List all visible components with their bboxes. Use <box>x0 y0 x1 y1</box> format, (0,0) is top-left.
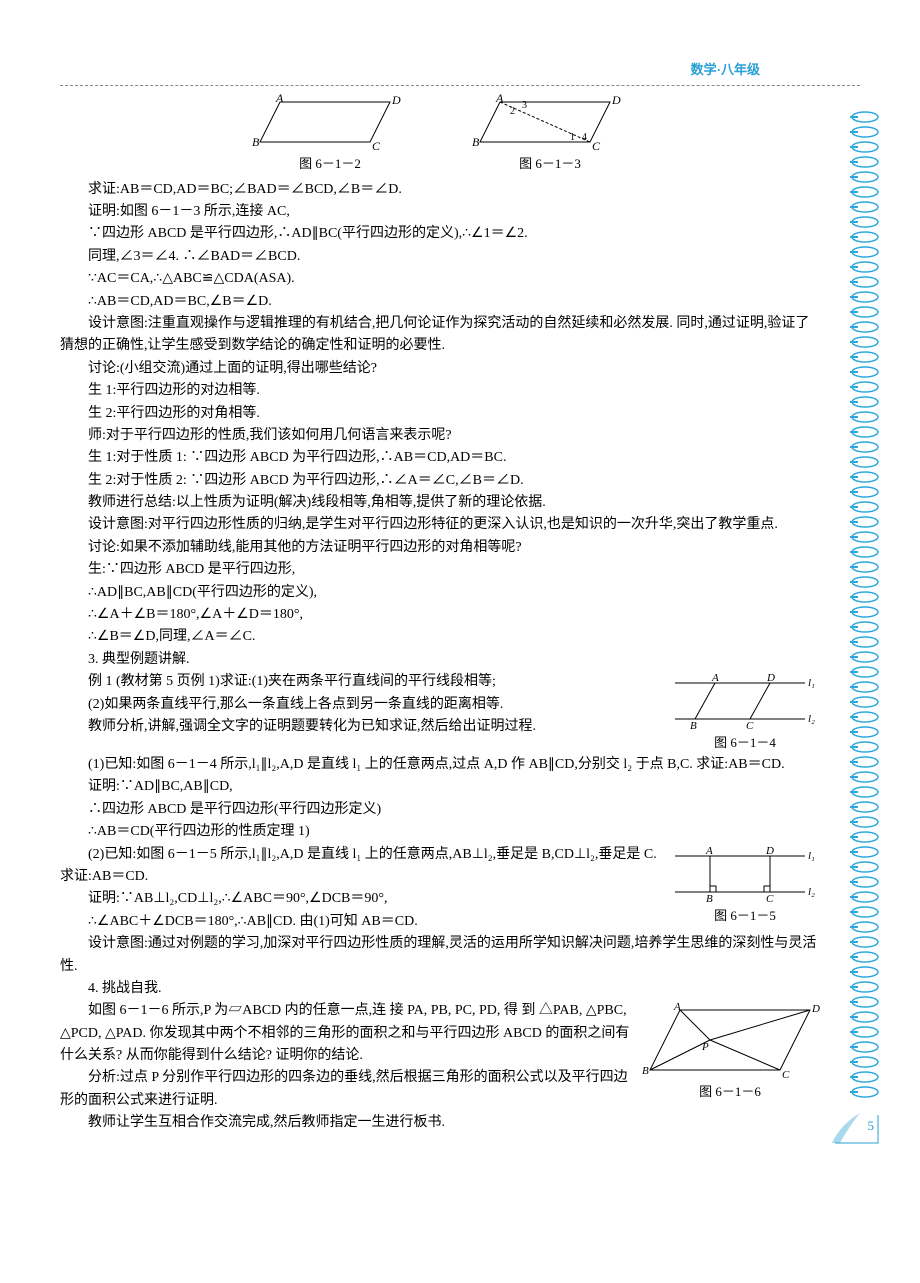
body-text: 设计意图:通过对例题的学习,加深对平行四边形性质的理解,灵活的运用所学知识解决问… <box>60 933 820 978</box>
figure-caption: 图 6－1－2 <box>250 154 410 175</box>
svg-text:C: C <box>592 139 601 152</box>
body-text: 生 2:对于性质 2: ∵四边形 ABCD 为平行四边形,∴∠A＝∠C,∠B＝∠… <box>60 470 820 492</box>
body-text: 讨论:(小组交流)通过上面的证明,得出哪些结论? <box>60 358 820 380</box>
figure-caption: 图 6－1－5 <box>670 906 820 927</box>
body-text: 4. 挑战自我. <box>60 978 820 1000</box>
body-text: 教师让学生互相合作交流完成,然后教师指定一生进行板书. <box>60 1112 820 1134</box>
body-text: 证明:∵AD∥BC,AB∥CD, <box>60 776 820 798</box>
body-text: 生 2:平行四边形的对角相等. <box>60 403 820 425</box>
body-text: ∵AC＝CA,∴△ABC≌△CDA(ASA). <box>60 268 820 290</box>
svg-text:B: B <box>690 720 697 731</box>
svg-text:A: A <box>495 92 504 105</box>
body-text: ∴∠A＋∠B＝180°,∠A＋∠D＝180°, <box>60 604 820 626</box>
body-text: ∴四边形 ABCD 是平行四边形(平行四边形定义) <box>60 799 820 821</box>
body-text: 同理,∠3＝∠4. ∴∠BAD＝∠BCD. <box>60 246 820 268</box>
figure-caption: 图 6－1－4 <box>670 733 820 754</box>
body-text: ∴AD∥BC,AB∥CD(平行四边形的定义), <box>60 582 820 604</box>
body-text: 设计意图:对平行四边形性质的归纳,是学生对平行四边形特征的更深入认识,也是知识的… <box>60 514 820 536</box>
body-text: 生:∵四边形 ABCD 是平行四边形, <box>60 559 820 581</box>
figure-6-1-6: A D B C P 图 6－1－6 <box>640 1000 820 1103</box>
figure-6-1-2: A D B C 图 6－1－2 <box>250 92 410 175</box>
figure-6-1-5: A D B C l₁ l₂ 图 6－1－5 <box>670 844 820 927</box>
perpendicular-lines-icon: A D B C l₁ l₂ <box>670 844 820 904</box>
body-text: ∴AB＝CD(平行四边形的性质定理 1) <box>60 821 820 843</box>
svg-text:A: A <box>711 672 719 684</box>
svg-text:A: A <box>705 845 713 857</box>
parallelogram-point-icon: A D B C P <box>640 1000 820 1080</box>
svg-text:A: A <box>673 1001 681 1013</box>
page-number: 5 <box>868 1116 875 1137</box>
spiral-binding <box>850 110 880 1099</box>
body-text: 教师进行总结:以上性质为证明(解决)线段相等,角相等,提供了新的理论依据. <box>60 492 820 514</box>
header-divider <box>60 85 860 86</box>
svg-text:C: C <box>766 893 774 904</box>
content-area: A D B C 图 6－1－2 A D B C 2 3 1 <box>60 92 860 1135</box>
svg-text:C: C <box>746 720 754 731</box>
svg-text:P: P <box>701 1041 709 1053</box>
body-text: (1)已知:如图 6－1－4 所示,l₁∥l₂,A,D 是直线 l₁ 上的任意两… <box>60 754 820 776</box>
figure-6-1-3: A D B C 2 3 1 4 图 6－1－3 <box>470 92 630 175</box>
svg-text:l₂: l₂ <box>808 886 815 898</box>
body-text: 3. 典型例题讲解. <box>60 649 820 671</box>
svg-text:D: D <box>811 1003 820 1015</box>
body-text: 讨论:如果不添加辅助线,能用其他的方法证明平行四边形的对角相等呢? <box>60 537 820 559</box>
svg-text:3: 3 <box>522 100 527 111</box>
svg-text:D: D <box>765 845 774 857</box>
parallelogram-diagonal-icon: A D B C 2 3 1 4 <box>470 92 630 152</box>
svg-text:l₂: l₂ <box>808 713 815 725</box>
svg-text:l₁: l₁ <box>808 850 815 862</box>
svg-text:D: D <box>766 672 775 684</box>
body-text: 设计意图:注重直观操作与逻辑推理的有机结合,把几何论证作为探究活动的自然延续和必… <box>60 313 820 358</box>
body-text: ∴∠B＝∠D,同理,∠A＝∠C. <box>60 626 820 648</box>
svg-text:D: D <box>611 93 621 107</box>
figure-caption: 图 6－1－3 <box>470 154 630 175</box>
body-text: ∴AB＝CD,AD＝BC,∠B＝∠D. <box>60 291 820 313</box>
figure-caption: 图 6－1－6 <box>640 1082 820 1103</box>
svg-text:C: C <box>372 139 381 152</box>
svg-text:C: C <box>782 1069 790 1080</box>
body-text: ∵四边形 ABCD 是平行四边形,∴AD∥BC(平行四边形的定义),∴∠1＝∠2… <box>60 223 820 245</box>
body-text: 生 1:对于性质 1: ∵四边形 ABCD 为平行四边形,∴AB＝CD,AD＝B… <box>60 447 820 469</box>
body-text: 生 1:平行四边形的对边相等. <box>60 380 820 402</box>
svg-text:l₁: l₁ <box>808 677 815 689</box>
svg-text:A: A <box>275 92 284 105</box>
page-header: 数学·八年级 <box>60 60 860 81</box>
body-text: 证明:如图 6－1－3 所示,连接 AC, <box>60 201 820 223</box>
svg-text:B: B <box>252 135 260 149</box>
svg-text:D: D <box>391 93 401 107</box>
svg-text:B: B <box>642 1065 649 1077</box>
figure-row-1: A D B C 图 6－1－2 A D B C 2 3 1 <box>60 92 820 175</box>
svg-text:B: B <box>706 893 713 904</box>
svg-text:2: 2 <box>510 106 515 117</box>
svg-text:1: 1 <box>570 132 575 143</box>
svg-text:4: 4 <box>582 132 587 143</box>
parallelogram-icon: A D B C <box>250 92 410 152</box>
figure-6-1-4: A D B C l₁ l₂ 图 6－1－4 <box>670 671 820 754</box>
body-text: 师:对于平行四边形的性质,我们该如何用几何语言来表示呢? <box>60 425 820 447</box>
parallel-lines-icon: A D B C l₁ l₂ <box>670 671 820 731</box>
body-text: 求证:AB＝CD,AD＝BC;∠BAD＝∠BCD,∠B＝∠D. <box>60 179 820 201</box>
svg-text:B: B <box>472 135 480 149</box>
